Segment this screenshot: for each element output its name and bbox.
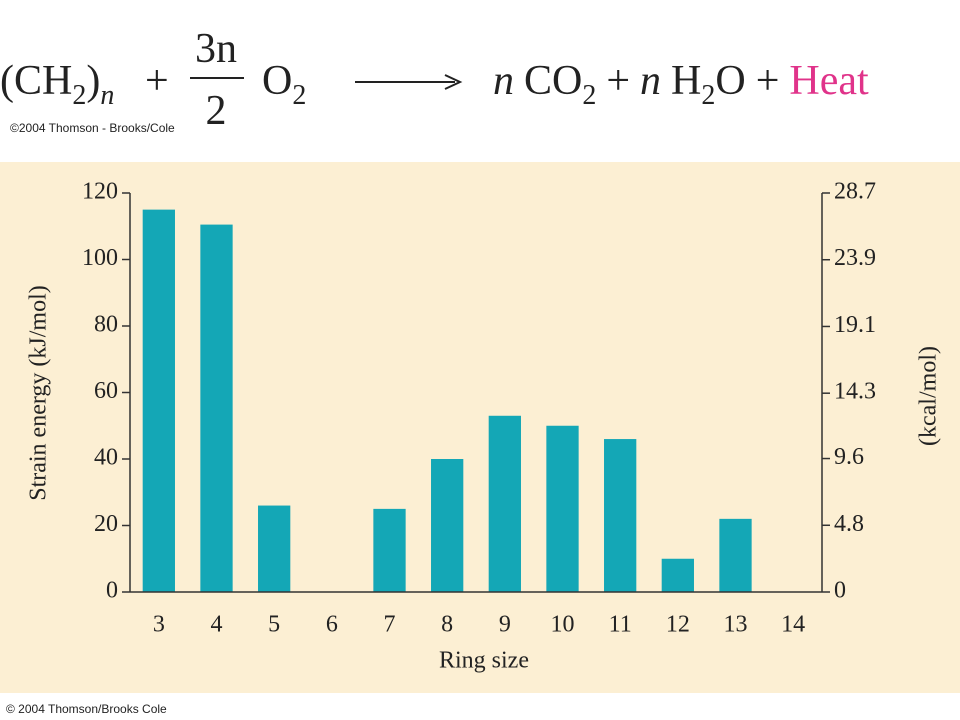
y2-tick-label: 14.3	[834, 379, 876, 405]
equation: O2	[262, 58, 306, 111]
eq-sub: 2	[701, 80, 715, 111]
y2-tick-label: 19.1	[834, 312, 876, 338]
y2-tick-label: 28.7	[834, 179, 876, 205]
x-tick-label: 14	[781, 612, 805, 638]
equation: n CO2 + n H2O + Heat	[493, 58, 869, 111]
arrow-head	[444, 74, 463, 90]
bar	[719, 518, 752, 592]
copyright: ©2004 Thomson - Brooks/Cole	[10, 121, 175, 135]
y2-axis-title: (kcal/mol)	[916, 346, 942, 446]
eq-term: )	[86, 58, 100, 104]
eq-numerator: 3n	[195, 26, 237, 72]
eq-denominator: 2	[206, 88, 227, 134]
eq-term: O	[262, 58, 292, 104]
y-tick-label: 20	[94, 511, 118, 537]
eq-term: O	[715, 58, 745, 104]
x-tick-label: 8	[441, 612, 453, 638]
x-tick-label: 4	[211, 612, 223, 638]
eq-sub: 2	[582, 80, 596, 111]
eq-term: (CH	[0, 58, 72, 104]
copyright: © 2004 Thomson/Brooks Cole	[6, 702, 167, 716]
y-tick-label: 80	[94, 312, 118, 338]
eq-term: n	[640, 58, 661, 104]
bar	[661, 558, 694, 592]
bar	[258, 505, 291, 592]
bar	[373, 508, 406, 592]
eq-term: n	[493, 58, 514, 104]
x-tick-label: 13	[724, 612, 748, 638]
x-tick-label: 3	[153, 612, 165, 638]
y2-tick-label: 4.8	[834, 511, 864, 537]
eq-term: CO	[524, 58, 582, 104]
eq-op: +	[145, 58, 169, 104]
x-tick-label: 9	[499, 612, 511, 638]
y-axis-title: Strain energy (kJ/mol)	[26, 285, 52, 501]
bar	[431, 459, 464, 592]
eq-op: +	[606, 58, 630, 104]
x-tick-label: 12	[666, 612, 690, 638]
y-tick-label: 100	[82, 245, 118, 271]
eq-sub: 2	[72, 80, 86, 111]
bar	[200, 224, 233, 592]
eq-sub: 2	[292, 80, 306, 111]
y-tick-label: 120	[82, 179, 118, 205]
y-tick-label: 0	[106, 578, 118, 604]
y2-tick-label: 0	[834, 578, 846, 604]
equation: (CH2)n +	[0, 58, 169, 111]
y-tick-label: 60	[94, 378, 118, 404]
x-tick-label: 6	[326, 612, 338, 638]
bar	[604, 439, 637, 592]
eq-term: H	[671, 58, 701, 104]
y2-tick-label: 9.6	[834, 444, 864, 470]
eq-op: +	[756, 58, 780, 104]
bar	[488, 415, 521, 592]
bar	[142, 209, 175, 592]
x-tick-label: 10	[551, 612, 575, 638]
x-axis-title: Ring size	[439, 648, 529, 674]
x-tick-label: 7	[384, 612, 396, 638]
x-tick-label: 11	[609, 612, 632, 638]
x-tick-label: 5	[268, 612, 280, 638]
y-tick-label: 40	[94, 445, 118, 471]
eq-heat: Heat	[789, 58, 869, 104]
y2-tick-label: 23.9	[834, 245, 876, 271]
bar	[546, 425, 579, 592]
eq-sub: n	[100, 80, 114, 111]
